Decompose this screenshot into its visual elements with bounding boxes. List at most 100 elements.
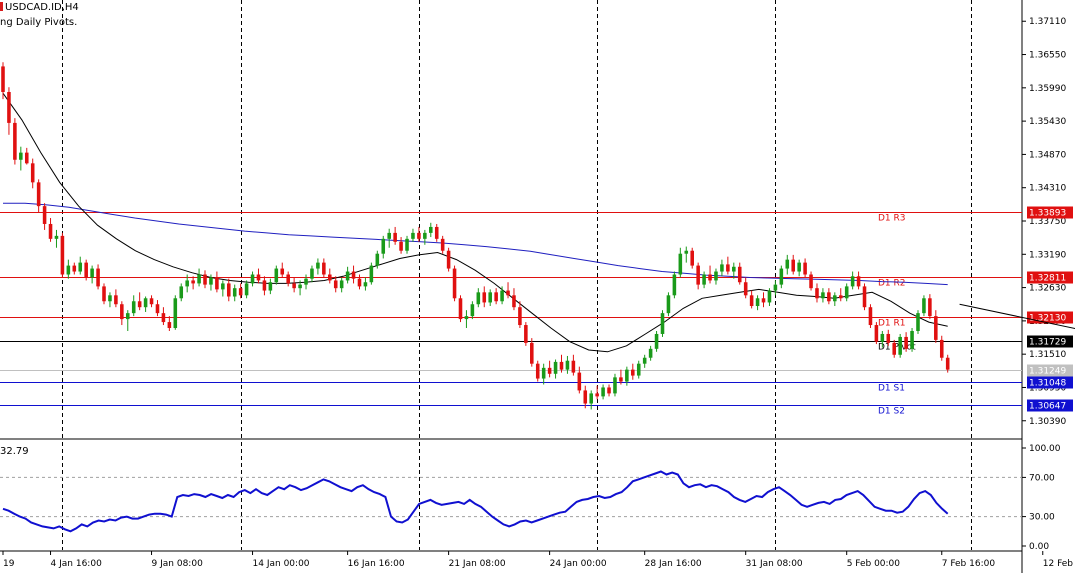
candle	[393, 226, 397, 245]
candle-body	[720, 264, 724, 272]
candle-body	[327, 274, 332, 281]
candle	[262, 276, 267, 296]
candle-body	[934, 316, 938, 340]
candle	[36, 179, 41, 213]
candle	[559, 354, 564, 373]
candle	[530, 338, 534, 367]
pivot-name-label: D1 Pivot	[878, 343, 916, 353]
candle-body	[530, 342, 534, 364]
candle-body	[375, 253, 380, 266]
candle-body	[131, 301, 136, 314]
time-tick-label: 28 Jan 16:00	[645, 559, 702, 569]
candle-body	[476, 292, 481, 305]
candle-body	[791, 259, 796, 272]
candle-body	[904, 336, 908, 349]
candle-body	[399, 241, 403, 251]
candle	[476, 288, 481, 308]
candle	[292, 277, 296, 293]
candle	[524, 322, 528, 346]
price-tick-label: 1.35430	[1029, 117, 1066, 127]
candle-body	[369, 265, 374, 283]
candle-body	[809, 274, 813, 289]
candle-body	[244, 283, 249, 296]
candle	[743, 277, 748, 299]
candle	[339, 277, 344, 293]
candle	[791, 254, 796, 275]
candle	[161, 307, 166, 326]
candle	[1, 62, 5, 100]
candle	[916, 310, 920, 334]
candle	[702, 271, 706, 289]
price-tick-label: 1.34870	[1029, 150, 1066, 160]
time-tick-label: 16 Jan 16:00	[348, 559, 405, 569]
pivot-price-label: 1.32130	[1029, 314, 1066, 324]
candle	[405, 235, 409, 254]
candle	[797, 259, 801, 277]
candle-body	[613, 377, 617, 394]
candle	[827, 288, 831, 305]
candle-body	[518, 307, 522, 326]
candle	[54, 229, 59, 248]
price-tick-label: 1.32630	[1029, 284, 1066, 294]
candle	[482, 286, 487, 308]
candle-body	[84, 262, 88, 278]
candle-body	[779, 268, 784, 285]
candle	[209, 274, 213, 291]
candle-body	[708, 274, 712, 281]
candle-body	[78, 262, 83, 272]
candle-body	[90, 268, 94, 278]
candle	[803, 258, 807, 278]
candle	[452, 265, 457, 302]
candle-body	[660, 313, 665, 334]
candle-body	[36, 182, 41, 207]
candle	[868, 304, 873, 329]
candle-body	[387, 232, 391, 239]
candle-body	[96, 268, 100, 287]
time-tick-label: 7 Feb 16:00	[942, 559, 996, 569]
candle	[898, 333, 902, 358]
price-tick-label: 1.34310	[1029, 184, 1066, 194]
candle-body	[714, 271, 718, 281]
candle-body	[268, 282, 273, 291]
candle-body	[292, 283, 296, 289]
candle	[844, 283, 849, 302]
candle-body	[221, 283, 225, 290]
pivot-name-label: D1 S2	[878, 407, 905, 417]
candle-body	[185, 280, 189, 287]
candle	[256, 268, 261, 284]
candle-body	[583, 390, 588, 404]
candle	[708, 265, 712, 284]
price-tick-label: 1.37110	[1029, 17, 1066, 27]
candle-body	[541, 367, 546, 379]
candle-body	[874, 325, 879, 342]
price-tick-label: 1.33750	[1029, 217, 1066, 227]
candle	[108, 292, 112, 308]
candle	[375, 250, 380, 269]
candle	[601, 384, 605, 400]
rsi-tick-label: 70.00	[1029, 473, 1055, 483]
candle-body	[601, 387, 605, 397]
candle-body	[161, 313, 166, 323]
candle-body	[833, 295, 837, 302]
candle	[250, 271, 255, 287]
candle-body	[648, 348, 653, 358]
candle-body	[928, 298, 932, 317]
candle	[785, 254, 790, 275]
candle	[357, 274, 362, 290]
candle-body	[535, 363, 540, 379]
candle-body	[672, 274, 677, 296]
candle	[714, 268, 718, 285]
candle	[381, 235, 386, 259]
candle	[42, 203, 47, 230]
candle	[369, 262, 374, 285]
rsi-tick-label: 0.00	[1029, 542, 1049, 552]
pivot-price-tag	[1027, 376, 1073, 389]
candle	[446, 247, 451, 272]
candle	[131, 295, 136, 317]
candle	[66, 259, 71, 279]
candle	[351, 265, 356, 284]
candle	[541, 363, 546, 385]
candle	[7, 87, 11, 135]
candle	[143, 296, 148, 312]
